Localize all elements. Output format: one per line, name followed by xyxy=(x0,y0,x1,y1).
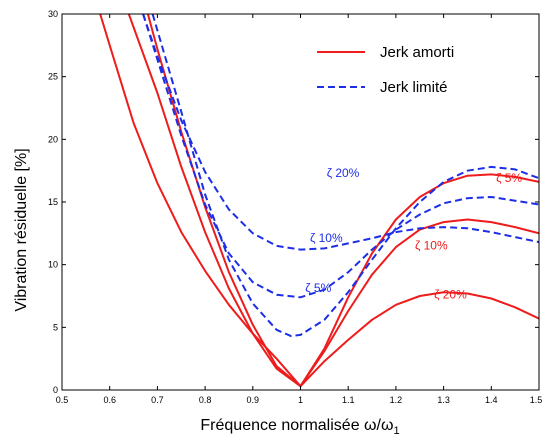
x-tick-label: 1.3 xyxy=(437,395,450,405)
y-tick-label: 15 xyxy=(48,197,58,207)
annotation-label-0: ζ 20% xyxy=(327,166,360,180)
series-line-jerk-amorti-20 xyxy=(99,14,539,388)
x-axis-title-main: Fréquence normalisée ω/ω xyxy=(200,417,393,434)
x-tick-label: 0.8 xyxy=(199,395,212,405)
legend: Jerk amorti Jerk limité xyxy=(317,44,454,96)
series-layer xyxy=(99,14,539,388)
x-tick-label: 1 xyxy=(298,395,303,405)
x-tick-label: 1.2 xyxy=(390,395,403,405)
series-line-jerk-limite-10 xyxy=(142,14,539,299)
x-tick-label: 0.7 xyxy=(151,395,164,405)
series-line-jerk-amorti-10 xyxy=(127,14,539,388)
x-tick-label: 1.4 xyxy=(485,395,498,405)
plot-frame xyxy=(61,13,540,391)
x-tick-label: 0.5 xyxy=(56,395,69,405)
annotation-label-2: ζ 5% xyxy=(305,281,331,295)
annotation-label-5: ζ 20% xyxy=(434,288,467,302)
y-tick-label: 25 xyxy=(48,72,58,82)
annotation-label-3: ζ 5% xyxy=(496,171,522,185)
series-line-jerk-limite-20 xyxy=(142,14,539,251)
y-tick-label: 30 xyxy=(48,9,58,19)
y-tick-label: 20 xyxy=(48,134,58,144)
series-line-jerk-limite-5 xyxy=(151,14,539,338)
y-tick-label: 10 xyxy=(48,260,58,270)
x-tick-label: 1.1 xyxy=(342,395,355,405)
x-axis-title: Fréquence normalisée ω/ω1 xyxy=(200,417,399,437)
x-tick-label: 0.6 xyxy=(103,395,116,405)
x-axis-title-subscript: 1 xyxy=(393,425,399,437)
y-tick-label: 0 xyxy=(53,385,58,395)
annotation-label-1: ζ 10% xyxy=(310,231,343,245)
annotation-layer: ζ 20% ζ 10% ζ 5% ζ 5% ζ 10% ζ 20% xyxy=(305,166,522,302)
annotation-label-4: ζ 10% xyxy=(415,239,448,253)
legend-label-jerk-amorti: Jerk amorti xyxy=(380,44,454,61)
x-tick-label: 0.9 xyxy=(247,395,260,405)
x-tick-label: 1.5 xyxy=(530,395,543,405)
y-tick-label: 5 xyxy=(53,322,58,332)
y-axis-title: Vibration résiduelle [%] xyxy=(13,148,30,311)
legend-label-jerk-limite: Jerk limité xyxy=(380,79,448,96)
tick-layer: 0.5 0.6 0.7 0.8 0.9 1 1.1 1.2 1.3 1.4 1.5 0 5 10 15 20 2… xyxy=(48,9,542,405)
